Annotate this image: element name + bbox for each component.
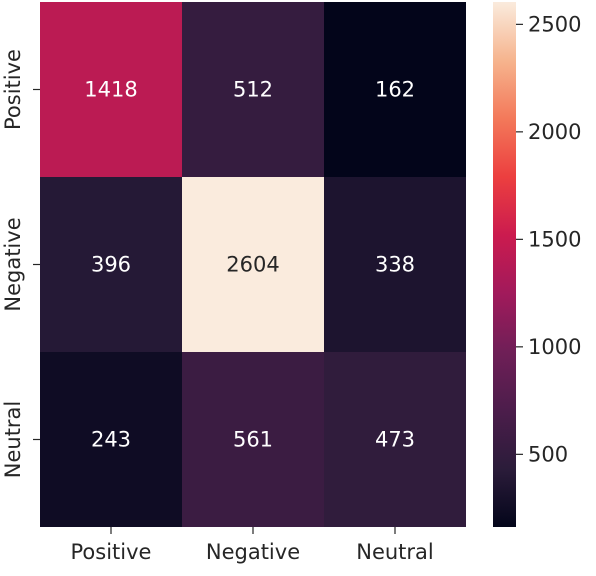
colorbar-tick-label: 1500 bbox=[528, 227, 581, 251]
colorbar-gradient bbox=[493, 2, 516, 527]
colorbar-tick-label: 500 bbox=[528, 442, 568, 466]
colorbar: 500 1000 1500 2000 2500 bbox=[493, 2, 581, 527]
heatmap-cell bbox=[182, 177, 324, 352]
heatmap-cell bbox=[40, 2, 182, 177]
x-axis: Positive Negative Neutral bbox=[71, 527, 434, 564]
y-axis: Positive Negative Neutral bbox=[1, 49, 40, 478]
heatmap-cell bbox=[40, 177, 182, 352]
cell-value-label: 243 bbox=[91, 428, 131, 452]
cell-value-label: 473 bbox=[375, 428, 415, 452]
cell-value-label: 338 bbox=[375, 253, 415, 277]
heatmap-cell bbox=[324, 352, 466, 527]
heatmap-cell bbox=[182, 352, 324, 527]
x-tick-label: Positive bbox=[71, 540, 152, 564]
cell-value-label: 2604 bbox=[226, 253, 279, 277]
y-tick-label: Negative bbox=[1, 217, 25, 311]
cell-value-label: 396 bbox=[91, 253, 131, 277]
heatmap-cell bbox=[182, 2, 324, 177]
colorbar-tick-label: 2500 bbox=[528, 12, 581, 36]
y-tick-label: Neutral bbox=[1, 401, 25, 479]
y-tick-label: Positive bbox=[1, 49, 25, 130]
x-tick-label: Negative bbox=[206, 540, 300, 564]
cell-value-label: 561 bbox=[233, 428, 273, 452]
colorbar-tick-label: 1000 bbox=[528, 335, 581, 359]
cell-value-label: 1418 bbox=[84, 78, 137, 102]
cell-value-label: 162 bbox=[375, 78, 415, 102]
heatmap-cell bbox=[40, 352, 182, 527]
heatmap-cells: 1418 512 162 396 2604 338 243 561 473 bbox=[40, 2, 466, 527]
colorbar-tick-label: 2000 bbox=[528, 120, 581, 144]
cell-value-label: 512 bbox=[233, 78, 273, 102]
heatmap-cell bbox=[324, 177, 466, 352]
x-tick-label: Neutral bbox=[356, 540, 434, 564]
heatmap-cell bbox=[324, 2, 466, 177]
